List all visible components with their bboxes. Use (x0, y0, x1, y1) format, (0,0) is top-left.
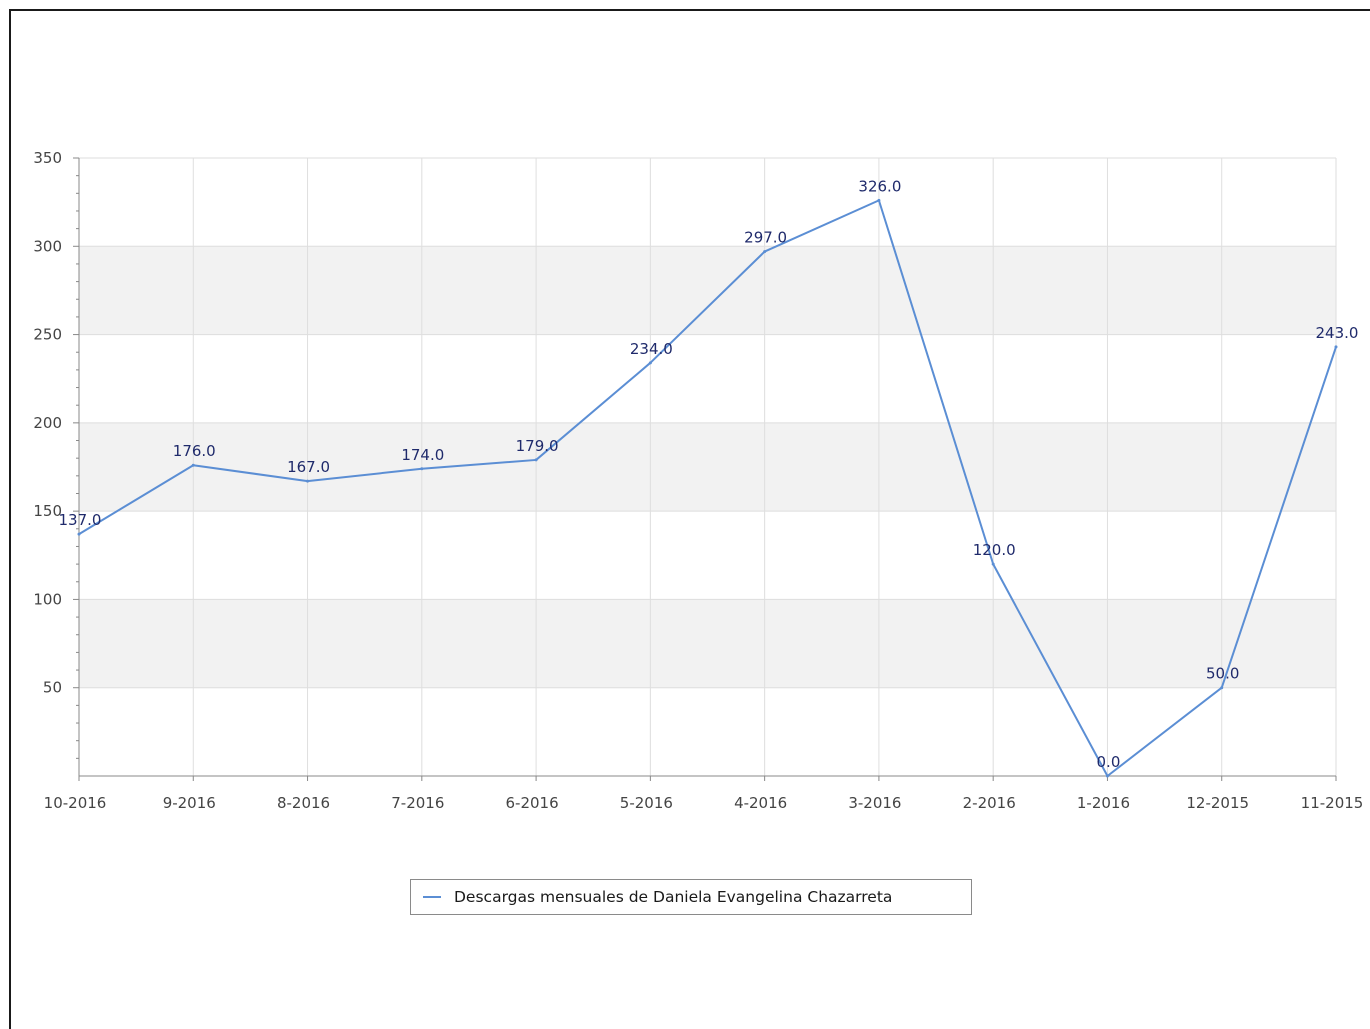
data-label: 326.0 (858, 177, 901, 195)
data-point (648, 361, 652, 365)
background-band (79, 422, 1336, 512)
data-point (763, 250, 767, 254)
data-labels: 137.0 176.0 167.0 174.0 179.0 234.0 297.0 326.0… (59, 177, 1359, 771)
data-point (77, 532, 81, 536)
background-band (79, 599, 1336, 688)
data-label: 50.0 (1206, 665, 1239, 683)
data-point (1334, 345, 1338, 349)
background-bands (79, 246, 1336, 688)
legend: Descargas mensuales de Daniela Evangelin… (410, 879, 972, 915)
axes (78, 158, 1336, 777)
y-tick-label: 350 (33, 149, 62, 167)
x-tick-label: 6-2016 (506, 794, 559, 812)
data-label: 234.0 (630, 340, 673, 358)
legend-label: Descargas mensuales de Daniela Evangelin… (454, 888, 893, 906)
y-tick-label: 150 (33, 502, 62, 520)
data-point (420, 467, 424, 471)
data-point (877, 198, 881, 202)
data-point (1105, 774, 1109, 778)
data-point (306, 479, 310, 483)
data-label: 176.0 (173, 442, 216, 460)
x-tick-label: 12-2015 (1186, 794, 1249, 812)
data-point (991, 562, 995, 566)
data-label: 137.0 (59, 511, 102, 529)
x-tick-label: 2-2016 (963, 794, 1016, 812)
x-tick-label: 10-2016 (44, 794, 107, 812)
x-tick-label: 7-2016 (391, 794, 444, 812)
series-line (78, 199, 1337, 777)
grid-lines (78, 157, 1337, 776)
x-tick-label: 8-2016 (277, 794, 330, 812)
data-point (191, 463, 195, 467)
y-tick-label: 200 (33, 414, 62, 432)
x-tick-label: 3-2016 (848, 794, 901, 812)
data-series (77, 198, 1338, 778)
data-point (1220, 686, 1224, 690)
legend-swatch (423, 896, 441, 898)
y-tick-label: 100 (33, 590, 62, 608)
data-label: 297.0 (744, 229, 787, 247)
background-band (79, 246, 1336, 335)
data-label: 167.0 (287, 458, 330, 476)
chart-frame (9, 9, 1370, 1029)
y-axis-ticks: 50 100 150 200 250 300 350 (33, 149, 79, 759)
data-point (534, 458, 538, 462)
x-tick-label: 9-2016 (163, 794, 216, 812)
data-label: 120.0 (973, 541, 1016, 559)
x-axis-ticks: 10-2016 9-2016 8-2016 7-2016 6-2016 5-2016 4-2… (44, 776, 1364, 812)
data-label: 0.0 (1097, 753, 1121, 771)
x-tick-label: 11-2015 (1301, 794, 1364, 812)
data-label: 174.0 (401, 446, 444, 464)
x-tick-label: 4-2016 (734, 794, 787, 812)
y-tick-label: 50 (43, 679, 62, 697)
x-tick-label: 5-2016 (620, 794, 673, 812)
y-tick-label: 250 (33, 326, 62, 344)
data-label: 179.0 (516, 437, 559, 455)
x-tick-label: 1-2016 (1077, 794, 1130, 812)
data-label: 243.0 (1316, 324, 1359, 342)
y-tick-label: 300 (33, 237, 62, 255)
